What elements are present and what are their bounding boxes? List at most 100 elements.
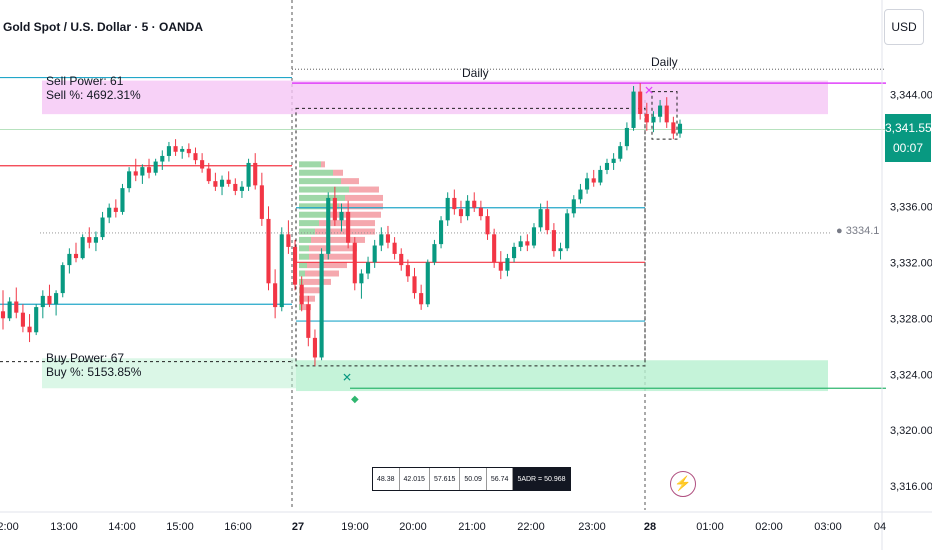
x-tick-label: 02:00 [755, 521, 783, 533]
candle-body [465, 200, 470, 217]
candle-body [445, 197, 450, 221]
profile-bar-up [299, 245, 309, 252]
lightning-icon[interactable]: ⚡ [670, 471, 696, 497]
candle-body [631, 91, 636, 128]
candle-body [346, 211, 351, 243]
buy-marker-icon: ✕ [342, 370, 352, 384]
profile-bar-down [329, 211, 381, 218]
candle-body [27, 326, 32, 333]
candle-body [34, 307, 39, 333]
candle-body [0, 311, 6, 319]
current-price-label: 3,341.550 00:07 [885, 114, 932, 162]
candle-body [239, 186, 244, 191]
candle-body [186, 148, 191, 154]
candle-body [339, 211, 344, 221]
x-tick-label: 04 [874, 521, 886, 533]
candle-body [638, 91, 643, 114]
candle-body [80, 237, 85, 259]
diamond-marker-icon: ◆ [351, 394, 359, 405]
candle-body [279, 234, 284, 308]
candle-body [20, 312, 25, 327]
candle-body [246, 162, 251, 187]
candle-body [312, 337, 318, 358]
candle-body [153, 161, 158, 173]
profile-bar-up [299, 228, 315, 235]
candle-body [332, 197, 337, 221]
buy-zone-left [42, 358, 296, 389]
candle-body [379, 234, 384, 246]
y-tick-label: 3,320.000 [890, 425, 932, 437]
candle-body [372, 245, 377, 263]
candle-body [578, 189, 583, 200]
candle-body [146, 167, 152, 173]
stat-cell: 57.615 [429, 468, 461, 490]
sell-percent: Sell %: 4692.31% [46, 88, 141, 102]
candle-body [651, 116, 656, 123]
profile-bar-up [299, 262, 307, 269]
x-tick-label: 03:00 [814, 521, 842, 533]
candle-body [127, 171, 132, 189]
profile-bar-up [299, 278, 303, 285]
candle-body [405, 265, 410, 277]
y-tick-label: 3,316.000 [890, 481, 932, 493]
candle-body [365, 262, 371, 274]
candle-body [598, 169, 603, 183]
x-tick-label: 14:00 [108, 521, 136, 533]
profile-bar-up [299, 220, 319, 227]
candle-body [585, 178, 590, 190]
candle-body [219, 179, 225, 187]
dashed-boxes [0, 91, 678, 367]
candle-body [518, 241, 523, 247]
candle-body [113, 207, 118, 212]
y-tick-label: 3,324.000 [890, 369, 932, 381]
candle-body [677, 123, 683, 134]
candle-body [180, 148, 185, 152]
candle-body [412, 276, 417, 294]
x-tick-label: 20:00 [399, 521, 427, 533]
candle-body [87, 237, 92, 243]
currency-button[interactable]: USD [884, 9, 924, 45]
candle-body [160, 155, 165, 162]
candle-body [551, 230, 556, 252]
sell-zone [42, 80, 828, 115]
candle-body [133, 171, 138, 176]
candle-body [259, 185, 264, 219]
candle-body [7, 301, 12, 319]
candle-body [140, 167, 145, 176]
candle-body [624, 127, 629, 147]
candle-body [206, 168, 211, 182]
stat-cell: 48.38 [373, 468, 400, 490]
profile-bar-down [301, 304, 311, 311]
x-tick-label: 13:00 [50, 521, 78, 533]
candle-body [478, 207, 483, 217]
candle-body [93, 237, 98, 243]
candle-body [439, 220, 444, 245]
candle-body [664, 105, 669, 123]
x-tick-label: 27 [292, 521, 304, 533]
candle-body [173, 146, 178, 152]
profile-bar-up [299, 203, 339, 210]
profile-bar-up [299, 161, 321, 168]
candle-body [292, 246, 298, 285]
candle-body [505, 258, 510, 271]
profile-bar-up [299, 178, 341, 185]
x-tick-label: 28 [644, 521, 656, 533]
candle-body [47, 295, 52, 305]
candle-body [618, 146, 623, 159]
candle-body [306, 304, 311, 338]
candle-body [253, 162, 258, 186]
candle-body [498, 262, 503, 271]
profile-bar-up [299, 270, 305, 277]
profile-bar-down [341, 178, 359, 185]
candle-body [385, 234, 391, 243]
y-tick-label: 3,328.000 [890, 313, 932, 325]
y-tick-label: 3,336.000 [890, 201, 932, 213]
x-tick-label: 01:00 [696, 521, 724, 533]
y-tick-label: 3,344.000 [890, 89, 932, 101]
candle-body [193, 153, 198, 161]
candle-body [604, 162, 610, 170]
candle-body [326, 197, 331, 254]
x-tick-label: 22:00 [517, 521, 545, 533]
profile-bar-down [315, 228, 375, 235]
